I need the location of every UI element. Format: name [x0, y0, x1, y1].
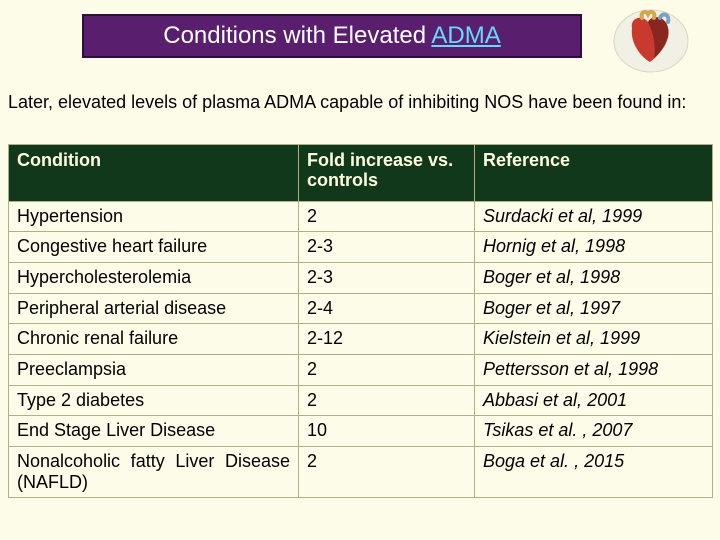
- cell-reference: Boga et al. , 2015: [475, 447, 713, 498]
- cell-condition: Hypercholesterolemia: [9, 262, 299, 293]
- table-row: Hypertension 2 Surdacki et al, 1999: [9, 201, 713, 232]
- cell-reference: Boger et al, 1997: [475, 293, 713, 324]
- table-header-row: Condition Fold increase vs. controls Ref…: [9, 145, 713, 202]
- cell-reference: Tsikas et al. , 2007: [475, 416, 713, 447]
- cell-condition: Nonalcoholic fatty Liver Disease (NAFLD): [9, 447, 299, 498]
- cell-condition: End Stage Liver Disease: [9, 416, 299, 447]
- table-row: Type 2 diabetes 2 Abbasi et al, 2001: [9, 385, 713, 416]
- table-row: Preeclampsia 2 Pettersson et al, 1998: [9, 355, 713, 386]
- cell-fold: 10: [299, 416, 475, 447]
- table-row: Congestive heart failure 2-3 Hornig et a…: [9, 232, 713, 263]
- cell-reference: Surdacki et al, 1999: [475, 201, 713, 232]
- header-condition: Condition: [9, 145, 299, 202]
- slide-title-accent: ADMA: [431, 22, 500, 49]
- table-row: Hypercholesterolemia 2-3 Boger et al, 19…: [9, 262, 713, 293]
- table-row: Peripheral arterial disease 2-4 Boger et…: [9, 293, 713, 324]
- cell-condition: Hypertension: [9, 201, 299, 232]
- intro-text: Later, elevated levels of plasma ADMA ca…: [8, 92, 712, 114]
- cell-fold: 2-3: [299, 232, 475, 263]
- cell-reference: Pettersson et al, 1998: [475, 355, 713, 386]
- cell-fold: 2: [299, 355, 475, 386]
- cell-fold: 2-4: [299, 293, 475, 324]
- header-fold: Fold increase vs. controls: [299, 145, 475, 202]
- cell-reference: Boger et al, 1998: [475, 262, 713, 293]
- cell-reference: Abbasi et al, 2001: [475, 385, 713, 416]
- cell-fold: 2: [299, 447, 475, 498]
- cell-condition: Preeclampsia: [9, 355, 299, 386]
- cell-reference: Hornig et al, 1998: [475, 232, 713, 263]
- cell-fold: 2: [299, 385, 475, 416]
- conditions-table: Condition Fold increase vs. controls Ref…: [8, 144, 713, 498]
- slide-title-prefix: Conditions with Elevated: [163, 22, 431, 49]
- cell-fold: 2-3: [299, 262, 475, 293]
- cell-fold: 2: [299, 201, 475, 232]
- cell-condition: Peripheral arterial disease: [9, 293, 299, 324]
- table-row: Nonalcoholic fatty Liver Disease (NAFLD)…: [9, 447, 713, 498]
- cell-condition: Chronic renal failure: [9, 324, 299, 355]
- cell-condition: Congestive heart failure: [9, 232, 299, 263]
- header-reference: Reference: [475, 145, 713, 202]
- table-row: End Stage Liver Disease 10 Tsikas et al.…: [9, 416, 713, 447]
- cell-fold: 2-12: [299, 324, 475, 355]
- table-row: Chronic renal failure 2-12 Kielstein et …: [9, 324, 713, 355]
- cell-reference: Kielstein et al, 1999: [475, 324, 713, 355]
- heart-anatomy-icon: [612, 8, 690, 74]
- cell-condition: Type 2 diabetes: [9, 385, 299, 416]
- slide-title-bar: Conditions with Elevated ADMA: [82, 14, 582, 58]
